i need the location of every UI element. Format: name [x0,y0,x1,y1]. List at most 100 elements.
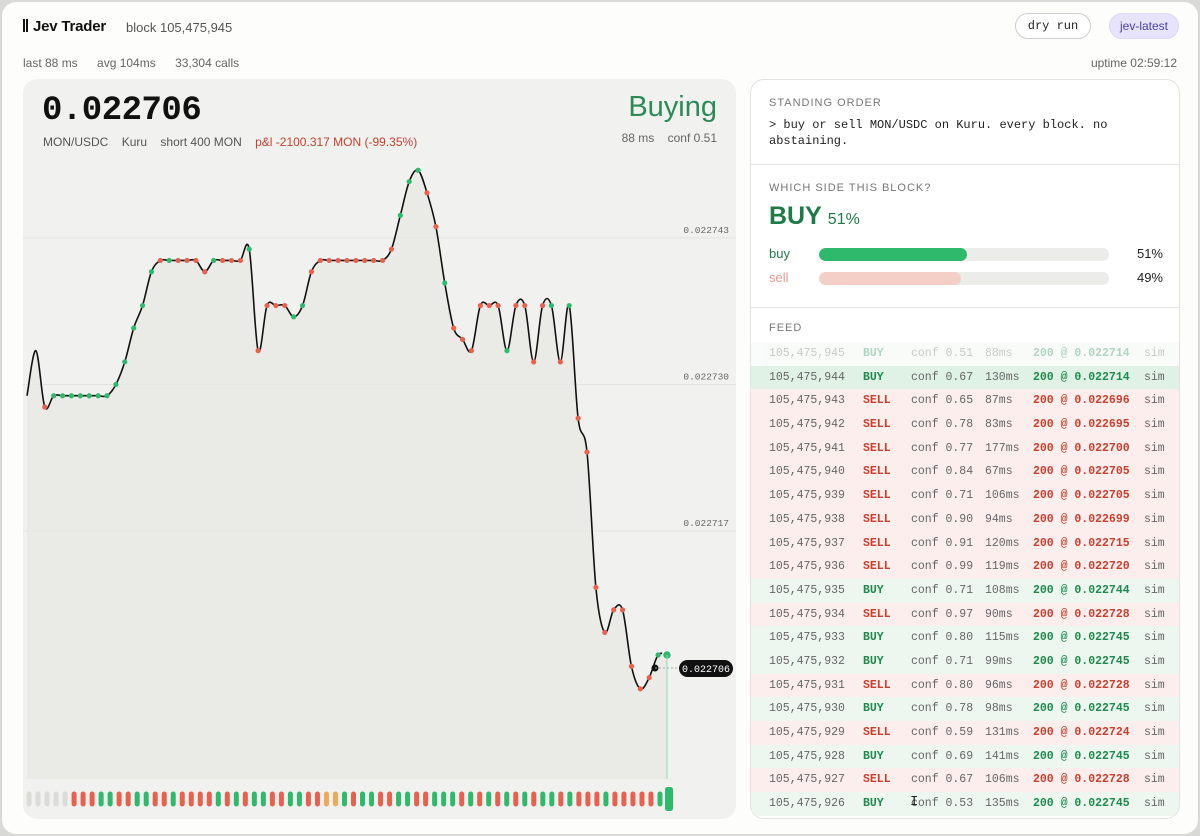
price-point [637,686,643,692]
decision-bar [314,791,320,807]
decision-bar [215,791,221,807]
feed-block: 105,475,937 [769,536,845,550]
feed-row: 105,475,935 BUY conf 0.71 108ms 200 @ 0.0227… [751,578,1179,603]
price-point [379,257,386,264]
feed-block: 105,475,932 [769,654,845,668]
decision-bar [576,791,582,807]
decision-bar [630,791,636,807]
feed-latency: 141ms [985,749,1020,763]
decision-bar [612,791,618,807]
price-point [628,663,635,669]
decision-bar [648,791,654,807]
pair-info: MON/USDC Kuru short 400 MON p&l -2100.31… [43,135,427,149]
price-point [113,381,119,388]
call-count: 33,304 calls [175,56,240,70]
decision-pct: 51% [827,211,860,228]
feed-latency: 135ms [985,797,1020,811]
price-point [513,302,519,309]
decision-bar [125,791,131,807]
buy-probability-bar: buy 51% [769,246,1163,262]
feed-row: 105,475,940 SELL conf 0.84 67ms 200 @ 0.0227… [751,460,1179,485]
decision-bar [665,787,673,811]
price-point [451,325,457,331]
price-point [42,404,48,410]
action-meta: 88 ms conf 0.51 [612,131,717,145]
model-badge[interactable]: jev-latest [1109,13,1179,39]
decision-bar [567,791,573,807]
decision-bar [161,791,167,807]
feed-fill: 200 @ 0.022720 [1033,560,1130,574]
decision-bar [603,791,609,807]
decision-bar [360,791,366,807]
feed-block: 105,475,938 [769,512,845,526]
feed-latency: 120ms [985,536,1020,550]
feed-block: 105,475,943 [769,394,845,408]
price-point [353,257,359,264]
price-point [548,302,555,309]
which-side-section: WHICH SIDE THIS BLOCK? BUY 51% [751,165,1179,308]
price-point [371,257,377,264]
feed-mode: sim [1144,749,1165,763]
price-point [228,257,235,264]
decision-bar [621,791,627,807]
price-point [584,449,590,455]
price-point [593,584,599,590]
price-point [291,314,297,320]
stats-line: last 88 ms avg 104ms 33,304 calls [23,56,255,70]
y-tick-label: 0.022743 [683,225,729,236]
decision-bar [233,791,239,807]
uptime: uptime 02:59:12 [1090,56,1177,70]
feed-mode: sim [1144,726,1165,739]
feed-row: 105,475,939 SELL conf 0.71 106ms 200 @ 0.022… [751,484,1179,508]
price-point [388,246,395,252]
feed-latency: 106ms [985,489,1020,503]
price-point [255,348,261,354]
text-cursor-icon: I [910,794,919,810]
price-point [157,257,163,264]
feed-block: 105,475,928 [769,749,845,763]
feed-conf: conf 0.67 [911,773,974,787]
feed-mode: sim [1144,654,1165,668]
feed-block: 105,475,926 [769,797,845,811]
feed-conf: conf 0.90 [911,512,974,526]
sell-label: sell [769,270,789,285]
dry-run-button[interactable]: dry run [1015,13,1091,39]
pnl-label: p&l -2100.317 MON (-99.35%) [255,135,418,149]
decision-bar [80,791,86,807]
feed-mode: sim [1144,631,1165,645]
price-point [86,393,92,399]
feed-block: 105,475,941 [769,441,845,455]
price-point [362,257,368,264]
decision-bar [179,791,185,807]
price-point [51,393,57,399]
price-point [246,246,252,252]
feed-list: 105,475,945 BUY conf 0.51 88ms 200 @ 0.02271… [751,342,1179,816]
decision-bar [71,791,77,807]
price-point [442,280,448,286]
feed-side: SELL [863,441,891,455]
price-point [59,393,66,399]
side-panel: STANDING ORDER > buy or sell MON/USDC on… [750,79,1180,819]
feed-row: 105,475,928 BUY conf 0.69 141ms 200 @ 0.0227… [751,744,1179,769]
price-point [433,224,439,230]
feed-conf: conf 0.78 [911,418,974,432]
price-point [68,393,75,399]
which-side-label: WHICH SIDE THIS BLOCK? [769,182,932,194]
feed-latency: 96ms [985,678,1013,692]
price-point [282,302,288,309]
decision-bar [549,791,555,807]
sell-track [819,272,1109,285]
feed-conf: conf 0.84 [911,465,974,479]
feed-mode: sim [1144,607,1165,621]
decision-bar [468,791,474,807]
price-chart: 0.022743 0.022730 0.022717 0.022706 [23,167,736,811]
feed-conf: conf 0.91 [911,536,974,550]
decision-bar [477,791,483,807]
current-price-tag-text: 0.022706 [682,665,730,676]
venue-label: Kuru [121,135,148,149]
feed-conf: conf 0.71 [911,583,974,597]
price-point [486,302,492,309]
decision-bar [441,791,447,807]
feed-conf: conf 0.97 [911,607,974,621]
feed-mode: sim [1144,560,1165,574]
